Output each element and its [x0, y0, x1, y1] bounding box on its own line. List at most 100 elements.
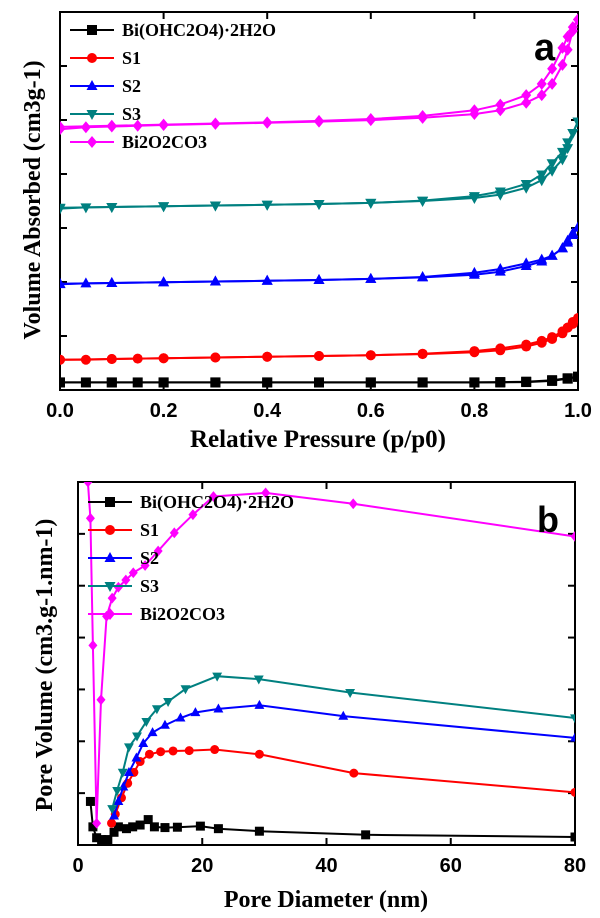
- data-point: [254, 699, 265, 709]
- data-point: [570, 787, 575, 797]
- data-point: [160, 719, 170, 729]
- data-point: [365, 272, 377, 283]
- data-point: [213, 824, 223, 834]
- data-point: [536, 89, 547, 102]
- data-point: [570, 531, 575, 542]
- x-tick-label: 0.0: [46, 400, 74, 422]
- data-point: [546, 166, 558, 177]
- data-point: [210, 117, 221, 130]
- data-point: [106, 354, 117, 365]
- data-point: [365, 377, 376, 388]
- data-point: [417, 348, 428, 359]
- data-point: [208, 491, 218, 502]
- series-group: [60, 13, 578, 388]
- data-point: [184, 746, 194, 756]
- data-point: [521, 339, 532, 350]
- data-point: [97, 835, 107, 845]
- data-point: [556, 242, 568, 253]
- data-point: [113, 822, 123, 832]
- legend-marker: [104, 582, 116, 592]
- x-axis-ticks: 0 20 40 60 80: [72, 482, 586, 877]
- legend-label: Bi(OHC2O4)·2H2O: [140, 492, 294, 513]
- data-point: [417, 270, 429, 281]
- data-point: [557, 41, 568, 54]
- x-axis-title: Relative Pressure (p/p0): [190, 426, 446, 453]
- data-point: [96, 694, 106, 706]
- data-point: [495, 343, 506, 354]
- data-point: [143, 815, 153, 825]
- legend: Bi(OHC2O4)·2H2O S1 S2 S3 Bi2O2CO3: [88, 492, 294, 624]
- legend-label: S2: [140, 548, 159, 568]
- data-point: [494, 263, 506, 274]
- x-tick-label: 0.6: [357, 400, 385, 422]
- data-point: [60, 203, 66, 214]
- data-point: [570, 714, 575, 724]
- data-point: [536, 335, 547, 346]
- legend-marker: [105, 525, 115, 535]
- plot-frame: [59, 11, 579, 391]
- data-point: [262, 116, 273, 129]
- x-tick-label: 60: [440, 855, 462, 877]
- legend-marker: [105, 608, 115, 620]
- series-group: [83, 482, 575, 845]
- data-point: [112, 786, 123, 796]
- panel-b: 0 20 40 60 80 Bi(OHC2O4)·2H2OS1S2S3Bi2O2CO3 …: [32, 481, 586, 913]
- x-tick-label: 0.8: [460, 400, 488, 422]
- data-point: [92, 817, 102, 829]
- data-point: [147, 727, 158, 737]
- data-point: [567, 229, 578, 240]
- data-point: [121, 824, 131, 834]
- data-point: [212, 672, 223, 682]
- data-point: [417, 196, 429, 207]
- series-line: [113, 704, 575, 817]
- panel-letter: a: [534, 27, 556, 69]
- data-point: [253, 675, 264, 685]
- data-point: [175, 712, 186, 722]
- data-point: [546, 159, 558, 170]
- legend-marker: [87, 136, 97, 148]
- data-point: [314, 114, 324, 127]
- data-point: [570, 832, 575, 842]
- data-point: [209, 201, 221, 212]
- data-point: [254, 826, 264, 836]
- data-point: [132, 732, 142, 742]
- data-point: [261, 487, 271, 499]
- data-point: [168, 746, 178, 756]
- data-point: [562, 236, 574, 247]
- legend-marker: [86, 110, 98, 120]
- x-tick-label: 20: [191, 855, 213, 877]
- data-point: [262, 351, 273, 362]
- y-axis-title: Volume Absorbed (cm3g-1): [20, 60, 46, 339]
- data-point: [547, 332, 558, 343]
- legend-marker: [87, 25, 97, 35]
- data-point: [109, 810, 119, 820]
- data-point: [138, 737, 149, 747]
- data-point: [469, 104, 480, 117]
- data-point: [128, 567, 138, 579]
- data-point: [567, 21, 578, 34]
- series-line: [86, 482, 575, 824]
- data-point: [163, 698, 174, 708]
- legend-marker: [105, 497, 115, 507]
- data-point: [180, 685, 191, 695]
- x-axis-title: Pore Diameter (nm): [224, 887, 428, 913]
- legend-label: Bi2O2CO3: [140, 604, 225, 624]
- data-point: [536, 253, 548, 264]
- data-point: [521, 89, 532, 102]
- data-point: [417, 377, 428, 388]
- data-point: [109, 827, 119, 837]
- data-point: [113, 796, 124, 806]
- data-point: [131, 752, 142, 762]
- data-point: [546, 249, 558, 260]
- data-point: [85, 796, 95, 806]
- data-point: [521, 96, 532, 109]
- data-point: [103, 835, 113, 845]
- data-point: [210, 377, 221, 388]
- data-point: [158, 353, 169, 364]
- data-point: [92, 833, 102, 843]
- panel-a: 0.0 0.2 0.4 0.6 0.8 1.0 Bi(OHC2O4)·2H2O S1 S2 S3…: [20, 11, 592, 453]
- series-line: [110, 748, 575, 824]
- data-point: [188, 509, 198, 521]
- data-point: [190, 707, 201, 717]
